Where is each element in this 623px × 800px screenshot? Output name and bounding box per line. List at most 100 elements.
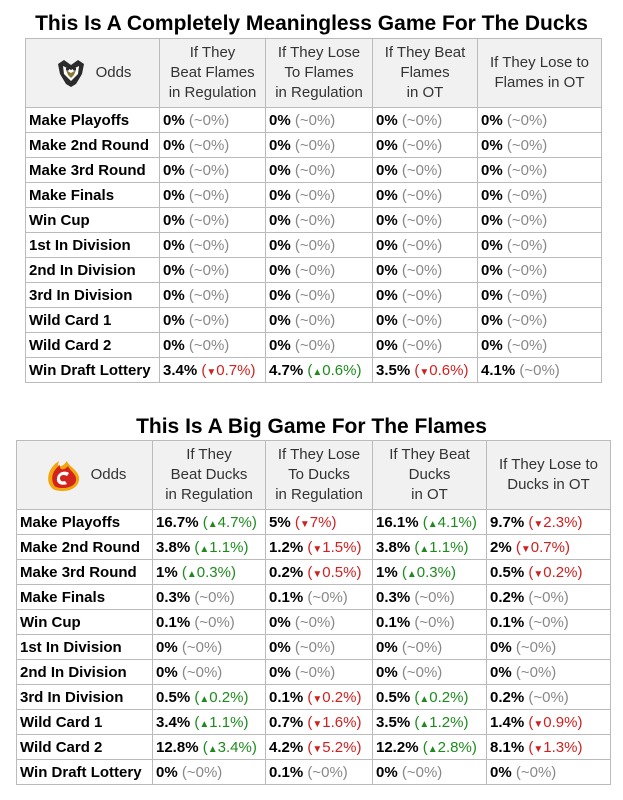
odds-cell: 0.1% (~0%) xyxy=(486,609,611,635)
arrow-up-icon: ▲ xyxy=(419,543,430,555)
row-label: Make Playoffs xyxy=(16,509,153,535)
row-label: 3rd In Division xyxy=(16,684,153,710)
odds-cell: 0% (~0%) xyxy=(159,307,266,333)
odds-change-neutral: (~0%) xyxy=(506,136,548,154)
arrow-up-icon: ▲ xyxy=(419,718,430,730)
odds-change-value: 1.2% xyxy=(429,713,464,731)
odds-cell: 0% (~0%) xyxy=(265,232,373,258)
row-label: Wild Card 1 xyxy=(25,307,160,333)
row-label: Wild Card 2 xyxy=(16,734,153,760)
odds-value: 0.2% xyxy=(269,563,304,581)
odds-cell: 0.3% (~0%) xyxy=(372,584,487,610)
odds-change-neutral: (~0%) xyxy=(294,663,336,681)
odds-change-neutral: (~0%) xyxy=(188,136,230,154)
ducks-logo-icon xyxy=(57,60,84,87)
arrow-up-icon: ▲ xyxy=(427,518,438,530)
odds-change-neutral: (~0%) xyxy=(181,663,223,681)
odds-cell: 0% (~0%) xyxy=(152,634,266,660)
odds-cell: 3.4% (▼0.7%) xyxy=(159,357,266,383)
odds-cell: 0% (~0%) xyxy=(265,609,373,635)
odds-cell: 0% (~0%) xyxy=(372,232,478,258)
odds-change-neutral: (~0%) xyxy=(401,261,443,279)
odds-value: 0% xyxy=(376,111,398,129)
flames-col-header-line: If They Beat xyxy=(389,446,470,463)
odds-cell: 0.3% (~0%) xyxy=(152,584,266,610)
arrow-up-icon: ▲ xyxy=(406,568,417,580)
odds-change-neutral: (~0%) xyxy=(401,161,443,179)
odds-value: 3.5% xyxy=(376,713,411,731)
odds-value: 1% xyxy=(376,563,398,581)
odds-value: 3.4% xyxy=(163,361,198,379)
flames-col-header-line: in OT xyxy=(411,486,448,503)
odds-change-value: 1.1% xyxy=(209,538,244,556)
odds-change-neutral: (~0%) xyxy=(401,763,443,781)
table-row: 2nd In Division 0% (~0%) 0% (~0%) 0% (~0%) 0… xyxy=(25,257,602,283)
odds-change-down: (▼0.2%) xyxy=(528,563,583,581)
odds-change-down: (▼1.5%) xyxy=(307,538,362,556)
arrow-up-icon: ▲ xyxy=(199,693,210,705)
odds-value: 12.8% xyxy=(156,738,199,756)
odds-value: 8.1% xyxy=(490,738,525,756)
ducks-col-header-line: If They Lose xyxy=(277,44,361,61)
odds-change-neutral: (~0%) xyxy=(528,588,569,606)
odds-change-up: (▲1.1%) xyxy=(414,538,469,556)
odds-value: 1% xyxy=(156,563,178,581)
odds-value: 0% xyxy=(481,311,503,329)
odds-cell: 0% (~0%) xyxy=(372,282,478,308)
arrow-down-icon: ▼ xyxy=(533,718,544,730)
odds-value: 9.7% xyxy=(490,513,525,531)
odds-change-neutral: (~0%) xyxy=(188,111,230,129)
odds-value: 2% xyxy=(490,538,512,556)
odds-cell: 0% (~0%) xyxy=(159,132,266,158)
odds-cell: 0% (~0%) xyxy=(477,107,602,133)
table-row: Win Draft Lottery 0% (~0%) 0.1% (~0%) 0% (~… xyxy=(16,759,611,785)
odds-cell: 0% (~0%) xyxy=(372,182,478,208)
odds-change-neutral: (~0%) xyxy=(506,236,548,254)
odds-value: 0% xyxy=(490,763,512,781)
odds-change-value: 0.7% xyxy=(530,538,565,556)
flames-col-header-line: Ducks xyxy=(408,466,451,483)
arrow-up-icon: ▲ xyxy=(419,693,430,705)
row-label: Make Playoffs xyxy=(25,107,160,133)
odds-change-neutral: (~0%) xyxy=(307,588,348,606)
table-row: Wild Card 2 0% (~0%) 0% (~0%) 0% (~0%) 0% (~… xyxy=(25,332,602,358)
odds-value: 1.2% xyxy=(269,538,304,556)
row-label: Win Draft Lottery xyxy=(25,357,160,383)
odds-change-value: 2.3% xyxy=(543,513,578,531)
odds-cell: 1% (▲0.3%) xyxy=(152,559,266,585)
odds-cell: 0.2% (~0%) xyxy=(486,684,611,710)
ducks-col-header-line: If They Lose to xyxy=(490,54,589,71)
table-row: Win Draft Lottery 3.4% (▼0.7%) 4.7% (▲0.6%… xyxy=(25,357,602,383)
odds-cell: 0% (~0%) xyxy=(486,759,611,785)
odds-change-down: (▼7%) xyxy=(294,513,337,531)
row-label: Make 3rd Round xyxy=(16,559,153,585)
odds-change-neutral: (~0%) xyxy=(506,161,548,179)
odds-cell: 0.1% (~0%) xyxy=(152,609,266,635)
odds-value: 0.1% xyxy=(269,588,304,606)
odds-change-neutral: (~0%) xyxy=(294,211,336,229)
odds-change-neutral: (~0%) xyxy=(188,236,230,254)
odds-cell: 12.2% (▲2.8%) xyxy=(372,734,487,760)
ducks-col-header-line: Beat Flames xyxy=(170,64,255,81)
odds-change-value: 1.1% xyxy=(209,713,244,731)
odds-cell: 0% (~0%) xyxy=(372,659,487,685)
odds-change-neutral: (~0%) xyxy=(294,286,336,304)
flames-col-header-line: Beat Ducks xyxy=(170,466,248,483)
odds-value: 0% xyxy=(376,336,398,354)
table-row: Wild Card 1 0% (~0%) 0% (~0%) 0% (~0%) 0% (~… xyxy=(25,307,602,333)
odds-value: 0.1% xyxy=(269,763,304,781)
odds-value: 0% xyxy=(269,261,291,279)
odds-cell: 0.1% (~0%) xyxy=(265,584,373,610)
odds-cell: 0% (~0%) xyxy=(486,659,611,685)
odds-value: 1.4% xyxy=(490,713,525,731)
arrow-down-icon: ▼ xyxy=(312,718,323,730)
odds-change-neutral: (~0%) xyxy=(294,136,336,154)
odds-change-up: (▲1.1%) xyxy=(194,713,249,731)
odds-change-up: (▲0.2%) xyxy=(414,688,469,706)
table-row: 2nd In Division 0% (~0%) 0% (~0%) 0% (~0%) 0… xyxy=(16,659,611,685)
flames-odds-table: Odds If They Beat Ducks in Regulation If T… xyxy=(16,440,611,785)
odds-change-up: (▲0.6%) xyxy=(307,361,362,379)
odds-cell: 0% (~0%) xyxy=(265,257,373,283)
flames-col-header: If They Lose to Ducks in OT xyxy=(486,440,611,510)
odds-value: 0% xyxy=(156,763,178,781)
